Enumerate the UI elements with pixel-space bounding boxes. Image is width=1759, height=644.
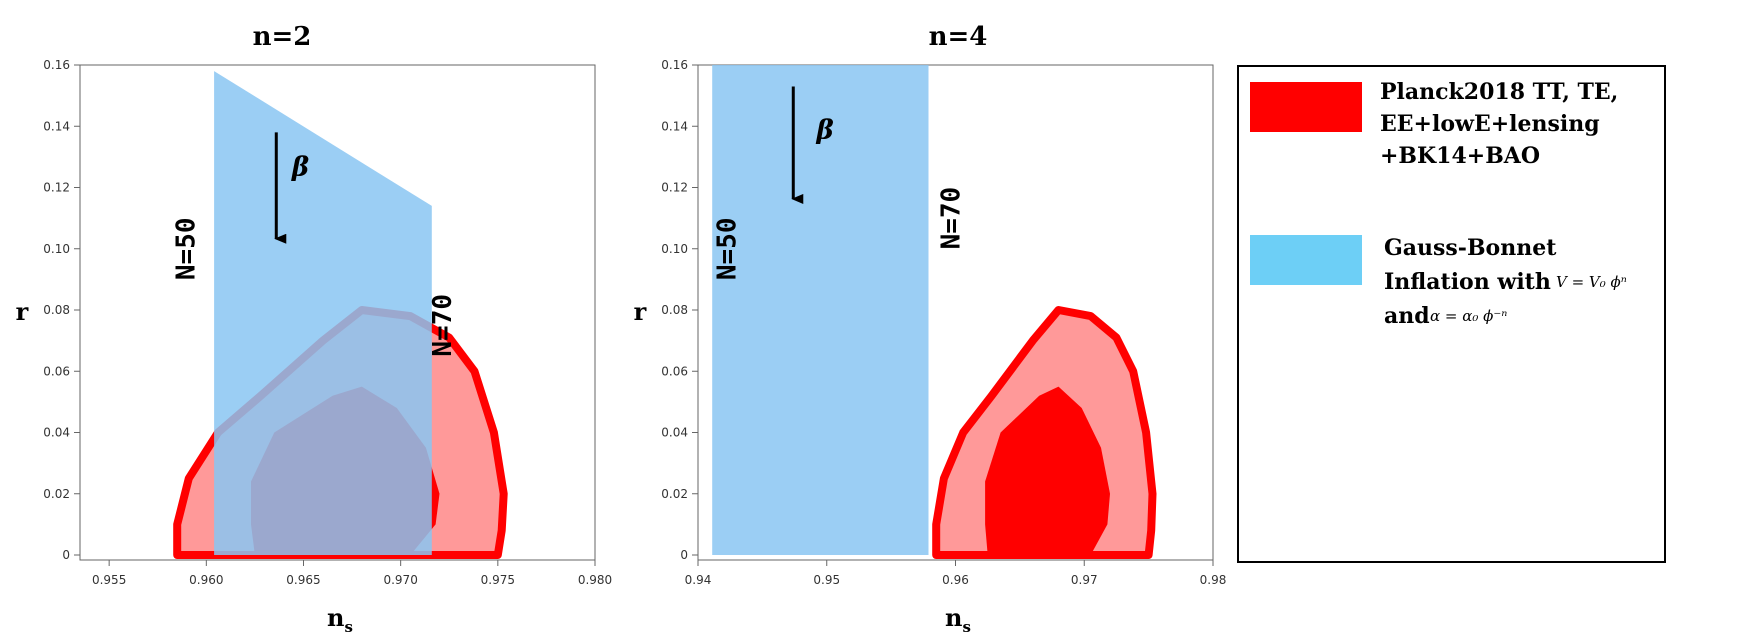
x-tick-label: 0.955 — [92, 573, 126, 587]
legend-math-potential: V = V₀ ϕⁿ — [1556, 273, 1627, 291]
y-tick-label: 0.10 — [43, 242, 70, 256]
x-tick-label: 0.95 — [813, 573, 840, 587]
legend-label-gb-line2: Inflation with — [1384, 269, 1551, 295]
gauss-bonnet-region — [214, 71, 432, 555]
efolds-label-n70: N=70 — [936, 187, 966, 250]
y-axis-label: r — [634, 297, 647, 326]
legend-frame — [1237, 65, 1666, 563]
y-tick-label: 0.04 — [43, 426, 70, 440]
x-tick-label: 0.975 — [481, 573, 515, 587]
y-tick-label: 0.08 — [43, 303, 70, 317]
y-tick-label: 0.14 — [43, 119, 70, 133]
y-tick-label: 0.06 — [661, 364, 688, 378]
y-tick-label: 0.10 — [661, 242, 688, 256]
panel-n2: 0.955 0.960 0.965 0.970 0.975 0.980 0 0.02 0.04 0… — [16, 22, 613, 636]
legend-label-gb-line1: Gauss-Bonnet — [1384, 235, 1557, 261]
legend-math-coupling: α = α₀ ϕ⁻ⁿ — [1430, 307, 1507, 325]
x-tick-label: 0.97 — [1071, 573, 1098, 587]
legend-label-gb-line3: and — [1384, 303, 1430, 329]
x-tick-label: 0.96 — [942, 573, 969, 587]
y-tick-label: 0.14 — [661, 119, 688, 133]
y-tick-label: 0.02 — [43, 487, 70, 501]
y-tick-label: 0.12 — [43, 181, 70, 195]
panel-n4: 0.94 0.95 0.96 0.97 0.98 0 0.02 0.04 0.06 0.08 0.1… — [634, 22, 1227, 636]
x-tick-label: 0.970 — [383, 573, 417, 587]
x-tick-label: 0.965 — [286, 573, 320, 587]
x-tick-label: 0.94 — [685, 573, 712, 587]
y-axis-label: r — [16, 297, 29, 326]
y-tick-label: 0.06 — [43, 364, 70, 378]
x-tick-label: 0.960 — [189, 573, 223, 587]
efolds-label-n70: N=70 — [428, 294, 458, 357]
legend: Planck2018 TT, TE, EE+lowE+lensing +BK14… — [1237, 65, 1666, 563]
x-axis-label: ns — [945, 603, 971, 636]
contour-68pct — [985, 386, 1110, 555]
efolds-label-n50: N=50 — [712, 217, 742, 280]
y-tick-label: 0.12 — [661, 181, 688, 195]
y-tick-label: 0 — [62, 548, 70, 562]
y-tick-label: 0.02 — [661, 487, 688, 501]
panel-title: n=4 — [929, 22, 988, 52]
legend-label-planck-line1: Planck2018 TT, TE, — [1380, 79, 1618, 105]
beta-label: β — [291, 152, 309, 182]
y-tick-label: 0 — [680, 548, 688, 562]
y-tick-label: 0.04 — [661, 426, 688, 440]
x-tick-label: 0.98 — [1200, 573, 1227, 587]
legend-label-planck-line3: +BK14+BAO — [1380, 143, 1540, 169]
efolds-label-n50: N=50 — [172, 217, 202, 280]
y-tick-label: 0.16 — [43, 58, 70, 72]
y-tick-label: 0.08 — [661, 303, 688, 317]
plot-frame — [79, 64, 596, 561]
beta-label: β — [815, 116, 833, 146]
legend-label-planck-line2: EE+lowE+lensing — [1380, 111, 1600, 137]
x-axis-label: ns — [327, 603, 353, 636]
legend-swatch-gauss-bonnet — [1250, 235, 1362, 285]
x-tick-label: 0.980 — [578, 573, 612, 587]
panel-title: n=2 — [253, 22, 312, 52]
gauss-bonnet-region — [712, 65, 929, 555]
legend-swatch-planck — [1250, 82, 1362, 132]
y-tick-label: 0.16 — [661, 58, 688, 72]
